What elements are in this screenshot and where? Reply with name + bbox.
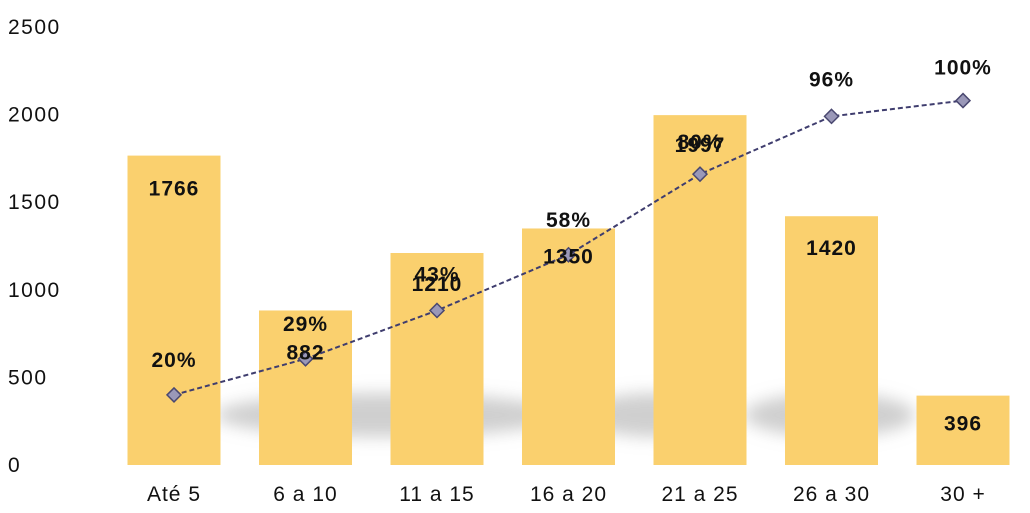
line-marker (297, 350, 314, 367)
bar-value-label: 396 (944, 413, 982, 436)
cumulative-pct-label: 58% (546, 209, 591, 232)
bar-value-label: 1350 (543, 245, 594, 268)
line-marker (954, 92, 972, 109)
cumulative-pct-label: 80% (677, 131, 722, 154)
bar-value-label: 1766 (149, 178, 200, 201)
y-tick-label: 2000 (8, 104, 61, 127)
y-tick-label: 0 (8, 454, 21, 477)
line-marker (165, 386, 183, 403)
line-marker (560, 246, 577, 263)
y-tick-label: 1500 (8, 191, 61, 214)
x-tick-label: 30 + (940, 483, 985, 506)
line-marker (691, 166, 709, 183)
line-marker (428, 302, 446, 319)
bar (127, 155, 221, 465)
line-marker (823, 108, 840, 125)
bar-value-label: 1420 (806, 237, 857, 260)
bars (127, 115, 1010, 465)
cumulative-pct-label: 100% (934, 57, 992, 80)
bar (259, 310, 352, 465)
bar-value-label: 882 (286, 341, 324, 364)
cumulative-pct-label: 20% (151, 349, 196, 372)
x-tick-label: 21 a 25 (661, 483, 738, 506)
cumulative-pct-label: 96% (809, 68, 854, 91)
bar (785, 216, 878, 465)
bar (916, 395, 1010, 465)
y-axis: 0 500 1000 1500 2000 2500 (8, 16, 61, 477)
cumulative-pct-label: 29% (283, 313, 328, 336)
x-tick-label: 16 a 20 (530, 483, 607, 506)
x-tick-label: 6 a 10 (273, 483, 337, 506)
y-tick-label: 2500 (8, 16, 61, 39)
bar (390, 253, 484, 465)
x-tick-label: Até 5 (147, 483, 201, 506)
bar-value-label: 1210 (412, 273, 463, 296)
y-tick-label: 1000 (8, 279, 61, 302)
bar-value-label: 1997 (675, 134, 726, 157)
data-labels: 1766 882 1210 1350 1997 1420 396 20% 29% 43% 58% 80… (149, 57, 992, 436)
cumulative-line-series (165, 92, 972, 403)
x-axis: Até 5 6 a 10 11 a 15 16 a 20 21 a 25 26 a 30 3… (147, 483, 985, 506)
x-tick-label: 26 a 30 (793, 483, 870, 506)
y-tick-label: 500 (8, 366, 48, 389)
cumulative-pct-label: 43% (414, 263, 459, 286)
x-tick-label: 11 a 15 (399, 483, 475, 506)
